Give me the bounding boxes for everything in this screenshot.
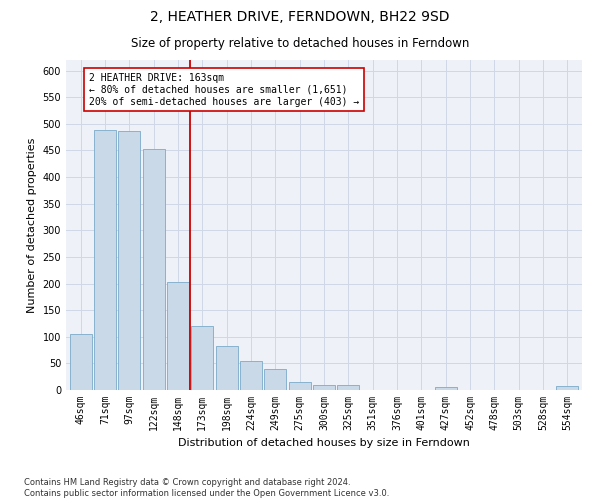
Text: 2, HEATHER DRIVE, FERNDOWN, BH22 9SD: 2, HEATHER DRIVE, FERNDOWN, BH22 9SD [150,10,450,24]
Bar [215,346,238,390]
Bar [240,360,262,390]
Bar [435,388,457,390]
Bar [70,334,92,390]
Text: Contains HM Land Registry data © Crown copyright and database right 2024.
Contai: Contains HM Land Registry data © Crown c… [24,478,389,498]
Bar [556,386,578,390]
Bar [167,282,189,390]
Y-axis label: Number of detached properties: Number of detached properties [27,138,37,312]
Bar [143,149,164,390]
Bar [94,130,116,390]
Bar [313,384,335,390]
Text: 2 HEATHER DRIVE: 163sqm
← 80% of detached houses are smaller (1,651)
20% of semi: 2 HEATHER DRIVE: 163sqm ← 80% of detache… [89,74,359,106]
Bar [289,382,311,390]
Bar [191,326,213,390]
Bar [265,368,286,390]
Bar [337,384,359,390]
Text: Size of property relative to detached houses in Ferndown: Size of property relative to detached ho… [131,38,469,51]
X-axis label: Distribution of detached houses by size in Ferndown: Distribution of detached houses by size … [178,438,470,448]
Bar [118,131,140,390]
